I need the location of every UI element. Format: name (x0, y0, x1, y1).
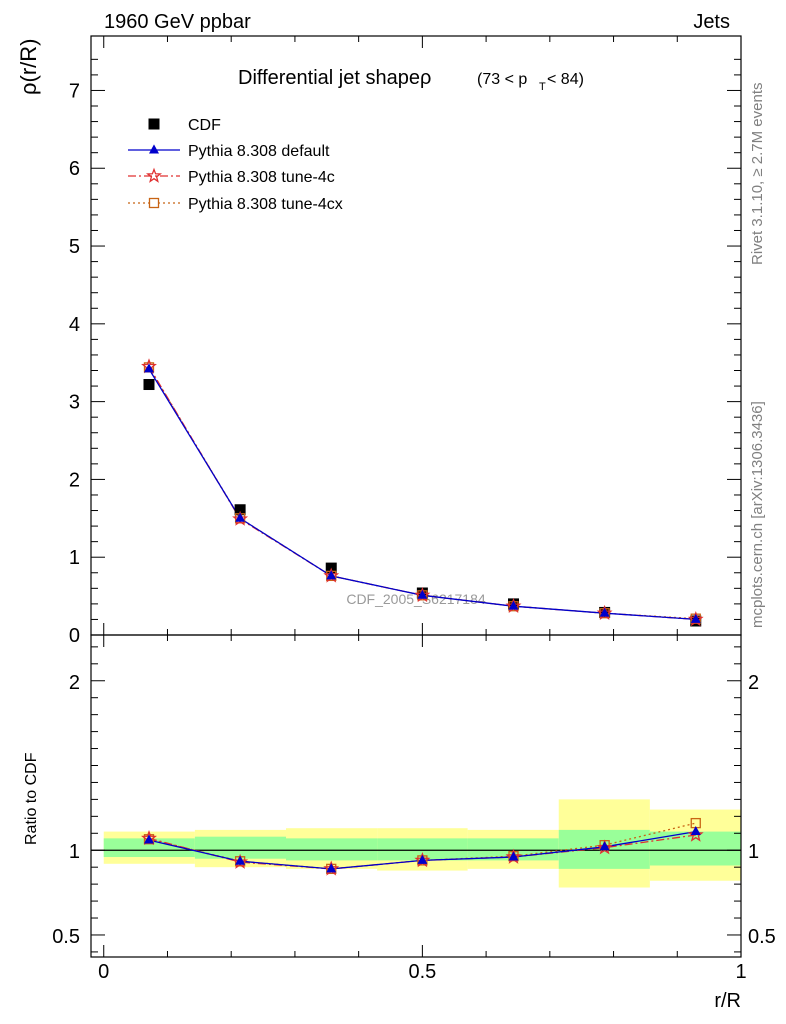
legend-entry-label: Pythia 8.308 tune-4c (188, 169, 335, 186)
legend-marker-tune-4c (146, 167, 162, 183)
ratio-point-tune-4c (687, 826, 704, 842)
uncertainty-band-inner (194, 836, 286, 859)
ratio-y-tick-label: 0.5 (52, 926, 80, 948)
chart-title-subscript: T (539, 81, 546, 93)
data-point-default (143, 363, 154, 373)
header-energy-label: 1960 GeV ppbar (104, 11, 251, 33)
chart-title: Differential jet shapeρ (238, 67, 431, 89)
y-tick-label: 6 (69, 158, 80, 180)
series-line-default (148, 368, 696, 621)
data-point-default (326, 570, 337, 580)
ratio-y-tick-label: 1 (69, 841, 80, 863)
y-tick-label: 3 (69, 392, 80, 414)
legend-entry-label: Pythia 8.308 default (188, 143, 330, 160)
uncertainty-band-inner (103, 838, 195, 858)
data-point-default (235, 512, 246, 522)
data-point-default (508, 600, 519, 610)
legend-marker-default (149, 144, 159, 154)
series-line-tune-4c (148, 366, 696, 621)
header-process-label: Jets (693, 11, 730, 33)
uncertainty-band-inner (286, 838, 378, 861)
y-axis-label: ρ(r/R) (16, 39, 41, 96)
y-tick-label: 2 (69, 469, 80, 491)
uncertainty-band-inner (377, 838, 468, 861)
rivet-label: Rivet 3.1.10, ≥ 2.7M events (749, 83, 766, 266)
top-panel: 0 1 2 3 4 5 6 7 ρ(r/R) Differential jet shapeρ (73… (16, 35, 742, 647)
ratio-point-tune-4c (596, 839, 613, 855)
legend-entry-label: Pythia 8.308 tune-4cx (188, 196, 343, 213)
legend-marker-cdf (148, 118, 160, 130)
y-tick-label: 1 (69, 547, 80, 569)
ratio-y-tick-label-right: 0.5 (748, 926, 776, 948)
ratio-point-tune-4c (232, 853, 249, 869)
ratio-point-default (326, 863, 337, 873)
legend: CDF Pythia 8.308 default Pythia 8.308 tune… (128, 117, 343, 213)
y-tick-label: 5 (69, 236, 80, 258)
data-point-cdf (234, 504, 246, 516)
data-point-tune-4c (232, 510, 249, 526)
data-point-cdf (143, 379, 155, 391)
y-tick-label: 7 (69, 80, 80, 102)
x-tick-label: 1 (735, 961, 746, 983)
y-tick-label: 4 (69, 314, 80, 336)
ratio-plot-frame (90, 634, 742, 958)
chart-title-range: (73 < p (477, 71, 527, 88)
analysis-watermark: CDF_2005_S6217184 (346, 591, 486, 607)
ratio-y-tick-label-right: 2 (748, 672, 759, 694)
ratio-point-default (599, 841, 610, 851)
data-point-default (417, 589, 428, 599)
legend-entry-label: CDF (188, 117, 221, 134)
ratio-y-tick-label: 2 (69, 672, 80, 694)
ratio-point-default (690, 825, 701, 836)
ratio-y-tick-label-right: 1 (748, 841, 759, 863)
ratio-point-default (508, 851, 519, 861)
data-point-default (690, 613, 701, 623)
x-tick-label: 0.5 (408, 961, 436, 983)
legend-marker-tune-4cx (148, 197, 160, 209)
ratio-point-default (143, 834, 154, 844)
x-axis-label: r/R (714, 990, 741, 1012)
y-tick-label: 0 (69, 625, 80, 647)
mcplots-label: mcplots.cern.ch [arXiv:1306.3436] (749, 401, 766, 628)
ratio-point-default (235, 855, 246, 865)
ratio-point-default (417, 854, 428, 864)
x-tick-label: 0 (98, 961, 109, 983)
ratio-y-axis-label: Ratio to CDF (23, 752, 40, 845)
chart-title-range-end: < 84) (547, 71, 584, 88)
series-line-tune-4cx (148, 367, 696, 620)
data-point-default (599, 607, 610, 617)
